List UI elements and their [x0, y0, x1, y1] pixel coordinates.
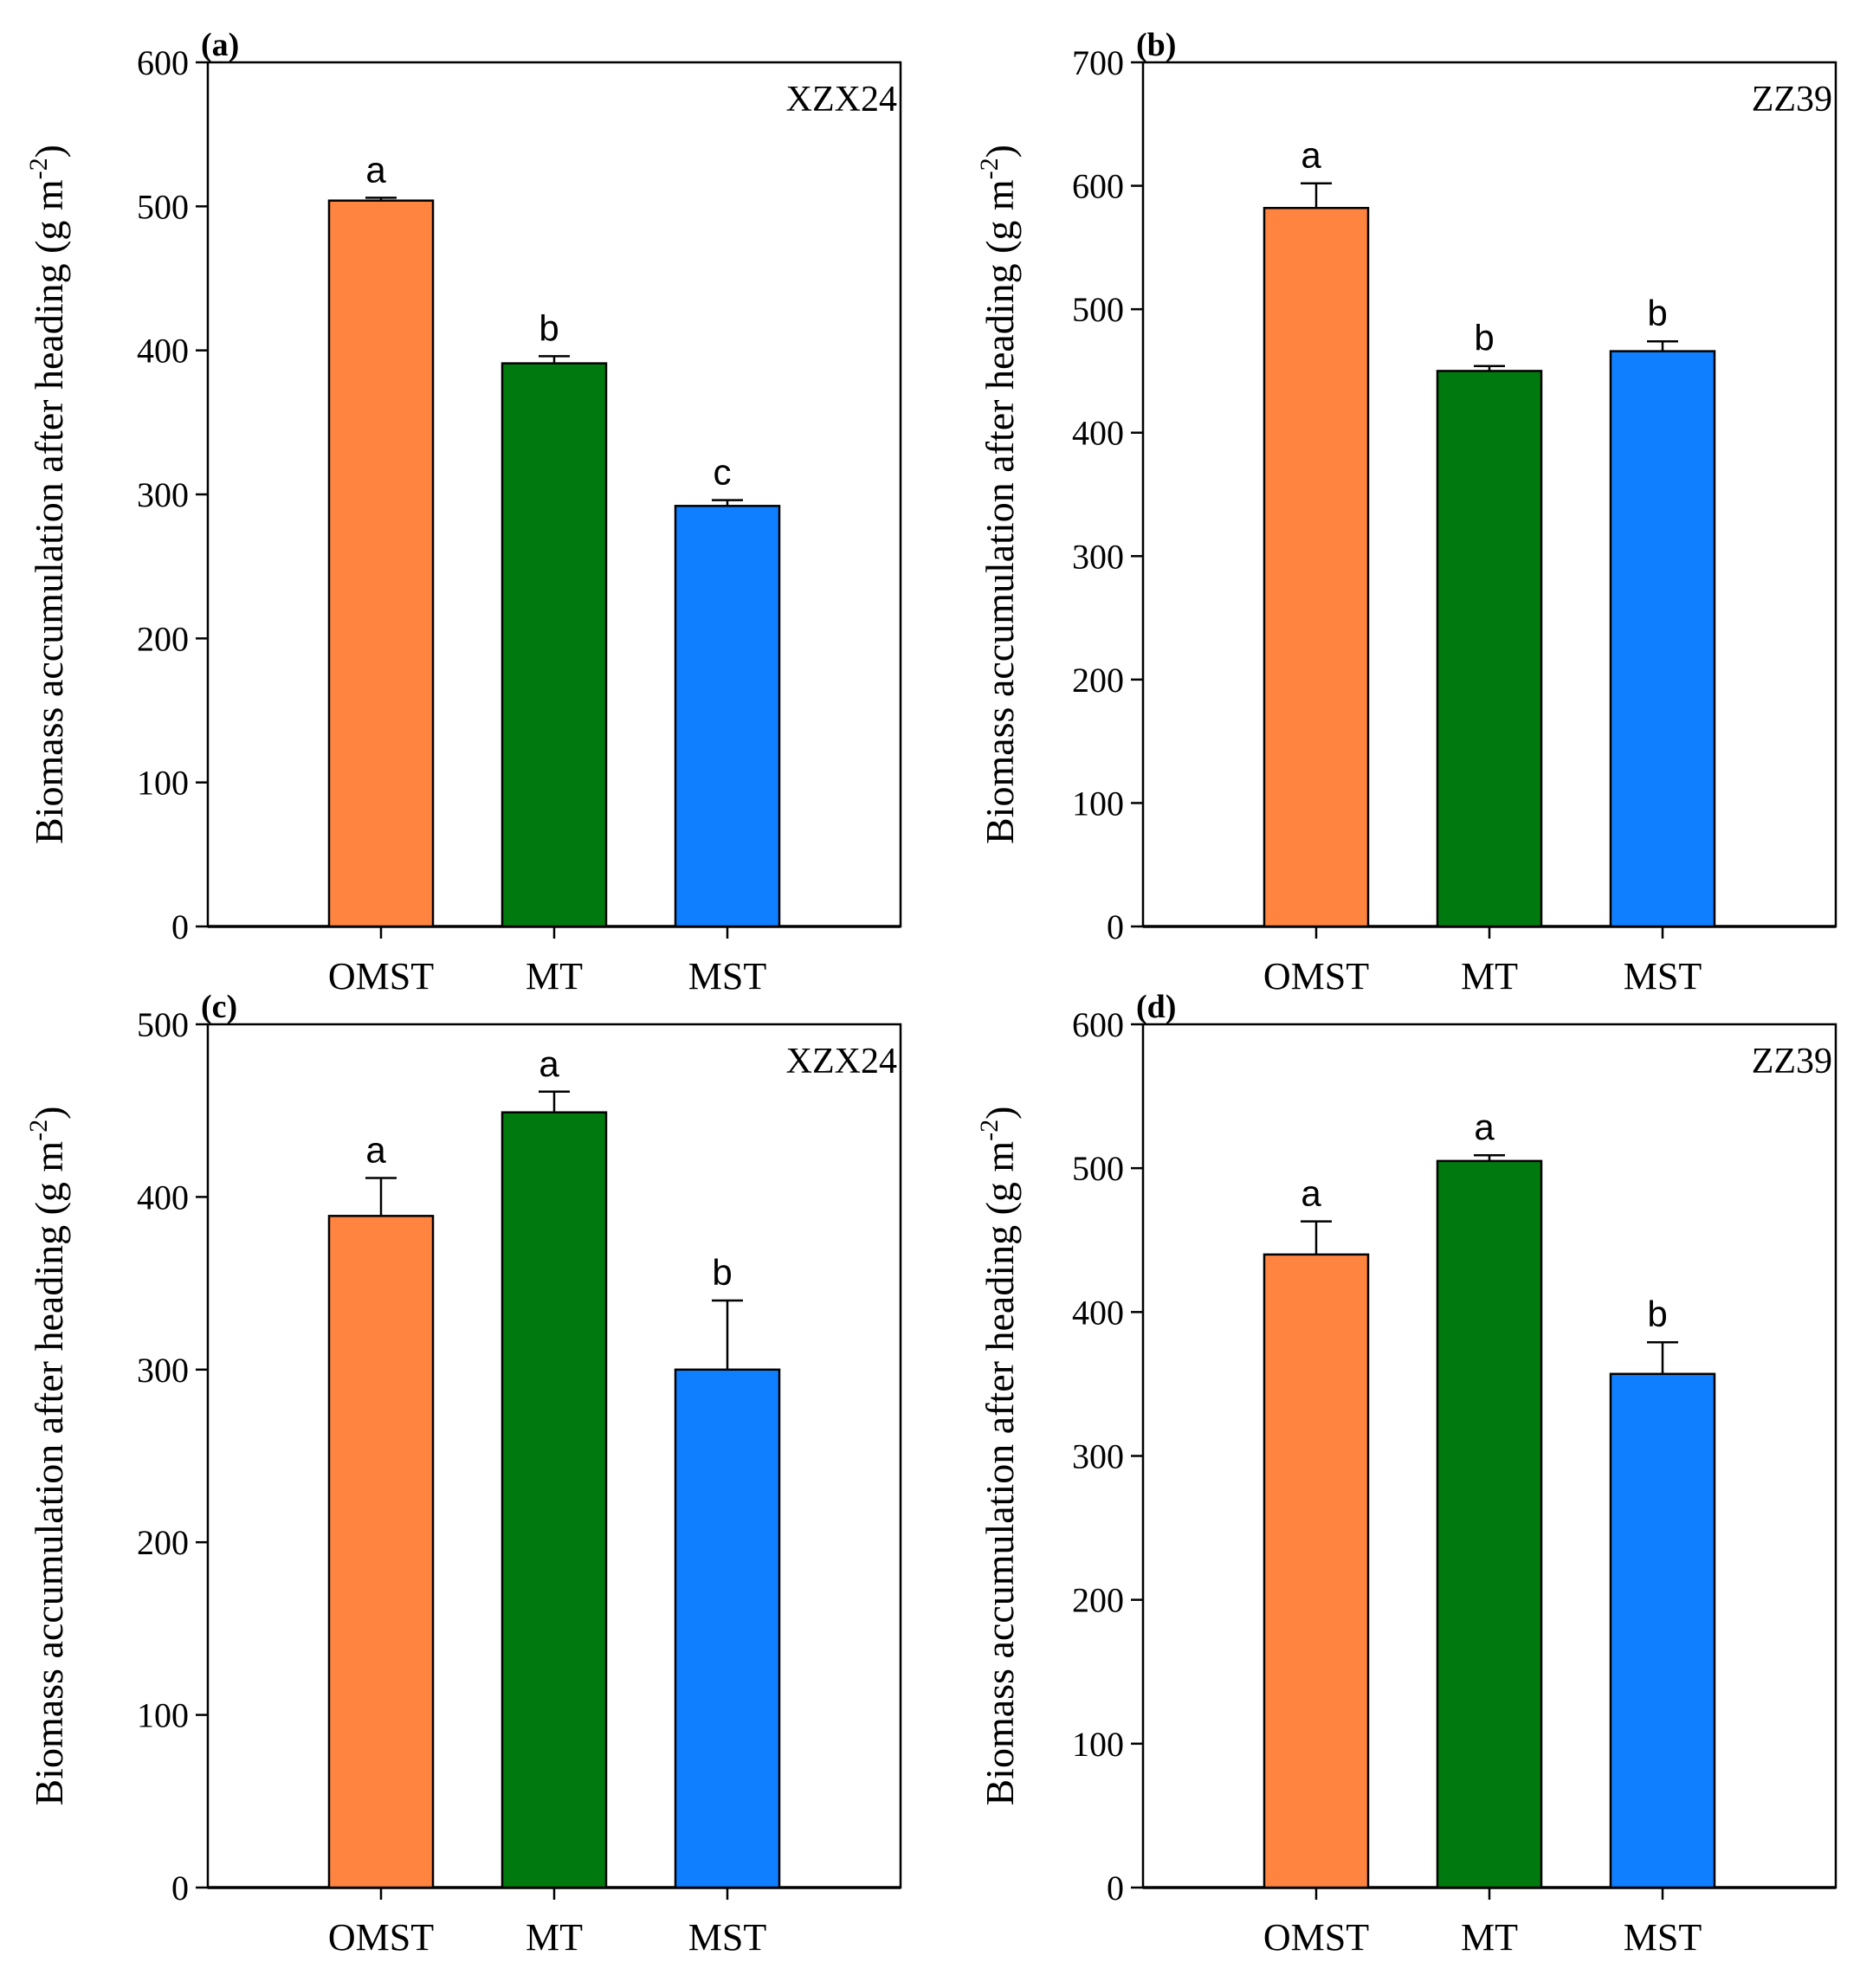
y-tick-label: 200 [137, 1523, 189, 1562]
significance-letter-mt: b [539, 307, 559, 348]
x-category-label-mst: MST [688, 955, 767, 997]
bar-mst [1609, 350, 1716, 928]
y-tick-label: 300 [1072, 537, 1124, 576]
y-tick-label: 700 [1072, 43, 1124, 82]
y-axis-label-text: Biomass accumulation after heading (g m [978, 1141, 1022, 1806]
y-axis-label: Biomass accumulation after heading (g m-… [24, 1106, 71, 1805]
y-tick-label: 600 [137, 43, 189, 82]
significance-letter-mt: a [539, 1043, 559, 1084]
y-axis-label: Biomass accumulation after heading (g m-… [975, 145, 1022, 844]
significance-letter-omst: a [1301, 1173, 1321, 1214]
x-category-label-omst: OMST [328, 1916, 434, 1959]
y-tick-label: 600 [1072, 167, 1124, 206]
y-tick-label: 100 [1072, 784, 1124, 823]
x-category-label-mt: MT [1461, 955, 1518, 997]
y-tick-label: 200 [1072, 1581, 1124, 1620]
panel-tag: (a) [201, 27, 239, 63]
panel-tag: (b) [1136, 27, 1176, 63]
significance-letter-omst: a [1301, 135, 1321, 176]
y-axis-label-exponent: -2 [975, 158, 1004, 179]
x-category-label-mt: MT [526, 1916, 583, 1959]
y-axis-label-close: ) [27, 145, 71, 158]
variety-label: ZZ39 [1752, 80, 1832, 119]
y-tick-label: 0 [1107, 1869, 1124, 1907]
bar-mt [501, 1111, 608, 1889]
y-axis-label-exponent: -2 [24, 1120, 53, 1141]
y-tick-label: 100 [137, 1696, 189, 1735]
bar-omst [1263, 206, 1370, 928]
panel-b: 0 100 200 300 400 500 600 700 a OMST b MT b MST (b) ZZ3… [975, 27, 1837, 997]
significance-letter-mt: a [1474, 1107, 1495, 1147]
significance-letter-mt: b [1474, 318, 1494, 358]
y-tick-label: 500 [137, 1005, 189, 1044]
significance-letter-omst: a [365, 149, 386, 190]
y-axis-label: Biomass accumulation after heading (g m-… [975, 1106, 1022, 1805]
y-tick-label: 300 [137, 475, 189, 514]
x-category-label-mst: MST [1624, 955, 1702, 997]
y-tick-label: 0 [1107, 907, 1124, 946]
x-category-label-mt: MT [526, 955, 583, 997]
bar-mst [1609, 1372, 1716, 1889]
y-tick-label: 400 [137, 1178, 189, 1217]
y-axis-label-exponent: -2 [975, 1120, 1004, 1141]
x-category-label-mst: MST [1624, 1916, 1702, 1959]
x-category-label-mst: MST [688, 1916, 767, 1959]
significance-letter-mst: c [714, 452, 732, 493]
bar-omst [327, 1215, 435, 1889]
bar-mt [1436, 370, 1543, 928]
bar-mst [674, 505, 781, 928]
y-axis-label-text: Biomass accumulation after heading (g m [27, 1141, 71, 1806]
y-tick-label: 200 [137, 619, 189, 658]
y-tick-label: 500 [1072, 290, 1124, 329]
panel-tag: (d) [1136, 989, 1176, 1025]
y-axis-label-text: Biomass accumulation after heading (g m [27, 179, 71, 844]
panel-c: 0 100 200 300 400 500 a OMST a MT b MST (c) XZX24 Biom… [24, 989, 902, 1959]
variety-label: ZZ39 [1752, 1042, 1832, 1081]
bar-omst [1263, 1253, 1370, 1889]
bar-mt [501, 362, 608, 928]
y-axis-label-close: ) [978, 145, 1022, 158]
significance-letter-omst: a [365, 1129, 386, 1170]
x-category-label-omst: OMST [1263, 1916, 1369, 1959]
y-tick-label: 0 [171, 907, 189, 946]
bar-omst [327, 199, 435, 928]
bar-mt [1436, 1159, 1543, 1889]
y-tick-label: 300 [137, 1351, 189, 1390]
y-axis-label-text: Biomass accumulation after heading (g m [978, 179, 1022, 844]
significance-letter-mst: b [1647, 1294, 1667, 1334]
y-axis-label-exponent: -2 [24, 158, 53, 179]
y-tick-label: 300 [1072, 1437, 1124, 1476]
y-axis-label: Biomass accumulation after heading (g m-… [24, 145, 71, 844]
panel-tag: (c) [201, 989, 237, 1025]
y-tick-label: 400 [137, 332, 189, 371]
y-tick-label: 100 [1072, 1725, 1124, 1764]
y-tick-label: 400 [1072, 414, 1124, 453]
x-category-label-omst: OMST [328, 955, 434, 997]
y-tick-label: 0 [171, 1869, 189, 1907]
x-category-label-omst: OMST [1263, 955, 1369, 997]
y-tick-label: 600 [1072, 1005, 1124, 1044]
significance-letter-mst: b [1647, 293, 1667, 333]
significance-letter-mst: b [712, 1252, 732, 1293]
y-tick-label: 400 [1072, 1293, 1124, 1332]
y-tick-label: 100 [137, 764, 189, 803]
y-axis-label-close: ) [978, 1106, 1022, 1119]
bar-mst [674, 1368, 781, 1889]
y-tick-label: 500 [137, 187, 189, 226]
y-tick-label: 500 [1072, 1149, 1124, 1188]
y-tick-label: 200 [1072, 661, 1124, 700]
panel-a: 0 100 200 300 400 500 600 a OMST b MT c MST (a) XZX24 B… [24, 27, 902, 997]
variety-label: XZX24 [786, 1042, 897, 1081]
panel-d: 0 100 200 300 400 500 600 a OMST a MT b MST (d) ZZ39 Bi… [975, 989, 1837, 1959]
y-axis-label-close: ) [27, 1106, 71, 1119]
x-category-label-mt: MT [1461, 1916, 1518, 1959]
variety-label: XZX24 [786, 80, 897, 119]
